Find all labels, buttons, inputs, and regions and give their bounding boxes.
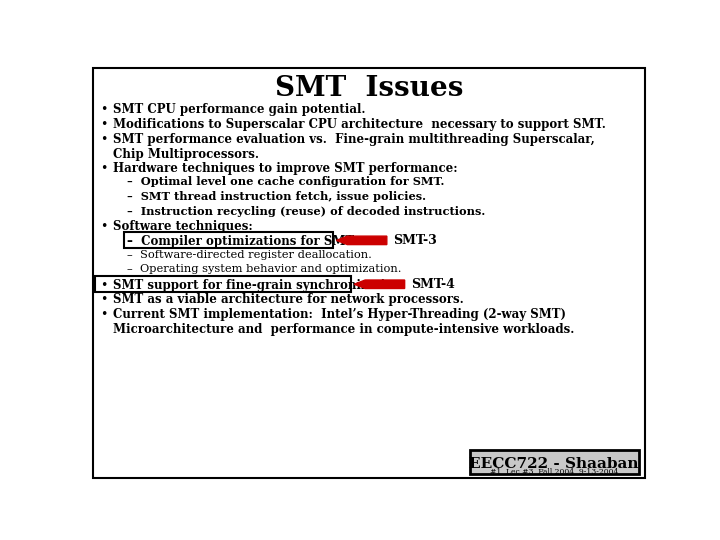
Text: SMT  Issues: SMT Issues (275, 75, 463, 102)
Text: •: • (100, 279, 107, 292)
Text: EECC722 - Shaaban: EECC722 - Shaaban (469, 457, 639, 471)
Text: •: • (100, 118, 107, 131)
Text: Current SMT implementation:  Intel’s Hyper-Threading (2-way SMT)
Microarchitectu: Current SMT implementation: Intel’s Hype… (113, 308, 575, 336)
Text: Hardware techniques to improve SMT performance:: Hardware techniques to improve SMT perfo… (113, 162, 458, 175)
Text: •: • (100, 294, 107, 307)
Text: SMT support for fine-grain synchronization.: SMT support for fine-grain synchronizati… (113, 279, 406, 292)
FancyArrow shape (354, 280, 405, 288)
Text: SMT-3: SMT-3 (393, 234, 437, 247)
Text: –  Instruction recycling (reuse) of decoded instructions.: – Instruction recycling (reuse) of decod… (127, 206, 485, 217)
Bar (96, 276, 351, 292)
Text: •: • (100, 162, 107, 175)
Text: –  Optimal level one cache configuration for SMT.: – Optimal level one cache configuration … (127, 177, 444, 187)
FancyArrow shape (336, 236, 387, 245)
Text: SMT as a viable architecture for network processors.: SMT as a viable architecture for network… (113, 294, 464, 307)
Text: Modifications to Superscalar CPU architecture  necessary to support SMT.: Modifications to Superscalar CPU archite… (113, 118, 606, 131)
Text: –  Software-directed register deallocation.: – Software-directed register deallocatio… (127, 249, 372, 260)
Text: •: • (100, 132, 107, 146)
Text: •: • (100, 220, 107, 233)
Text: Software techniques:: Software techniques: (113, 220, 253, 233)
Text: SMT-4: SMT-4 (411, 278, 455, 291)
Bar (124, 232, 333, 248)
Text: –  SMT thread instruction fetch, issue policies.: – SMT thread instruction fetch, issue po… (127, 191, 426, 202)
Text: –  Compiler optimizations for SMT.: – Compiler optimizations for SMT. (127, 235, 357, 248)
Text: #1  Lec #3  Fall 2004  9-13-2004: #1 Lec #3 Fall 2004 9-13-2004 (490, 468, 618, 476)
Bar (469, 450, 639, 475)
Text: •: • (100, 103, 107, 116)
Text: –  Operating system behavior and optimization.: – Operating system behavior and optimiza… (127, 264, 402, 274)
Text: SMT CPU performance gain potential.: SMT CPU performance gain potential. (113, 103, 366, 116)
Text: •: • (100, 308, 107, 321)
Text: SMT performance evaluation vs.  Fine-grain multithreading Superscalar,
Chip Mult: SMT performance evaluation vs. Fine-grai… (113, 132, 595, 160)
